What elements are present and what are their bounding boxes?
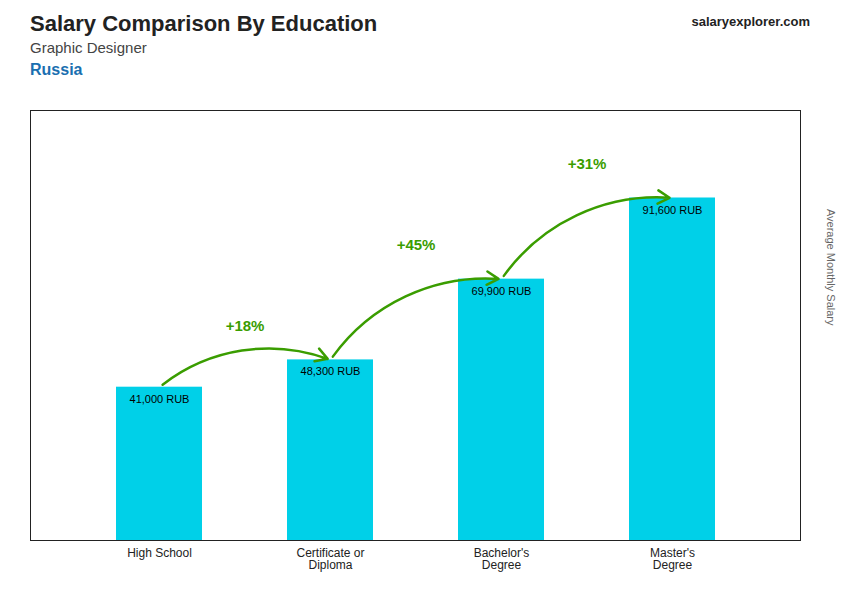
svg-text:+31%: +31% (568, 155, 607, 172)
svg-text:Average Monthly Salary: Average Monthly Salary (825, 209, 837, 326)
html-text:Russia: Russia (30, 61, 83, 78)
html-text:Salary Comparison By Education: Salary Comparison By Education (30, 11, 378, 36)
svg-text:+45%: +45% (397, 236, 436, 253)
svg-text:41,000 RUB: 41,000 RUB (130, 393, 190, 405)
svg-text:High School: High School (127, 546, 192, 560)
svg-text:69,900 RUB: 69,900 RUB (472, 285, 532, 297)
svg-text:Master'sDegree: Master'sDegree (650, 546, 695, 572)
svg-text:Certificate orDiploma: Certificate orDiploma (296, 546, 364, 572)
svg-text:48,300 RUB: 48,300 RUB (301, 365, 361, 377)
svg-text:+18%: +18% (226, 317, 265, 334)
svg-text:91,600 RUB: 91,600 RUB (643, 204, 703, 216)
html-text:Graphic Designer: Graphic Designer (30, 39, 147, 56)
svg-text:Bachelor'sDegree: Bachelor'sDegree (474, 546, 530, 572)
html-text:salaryexplorer.com: salaryexplorer.com (691, 14, 810, 29)
